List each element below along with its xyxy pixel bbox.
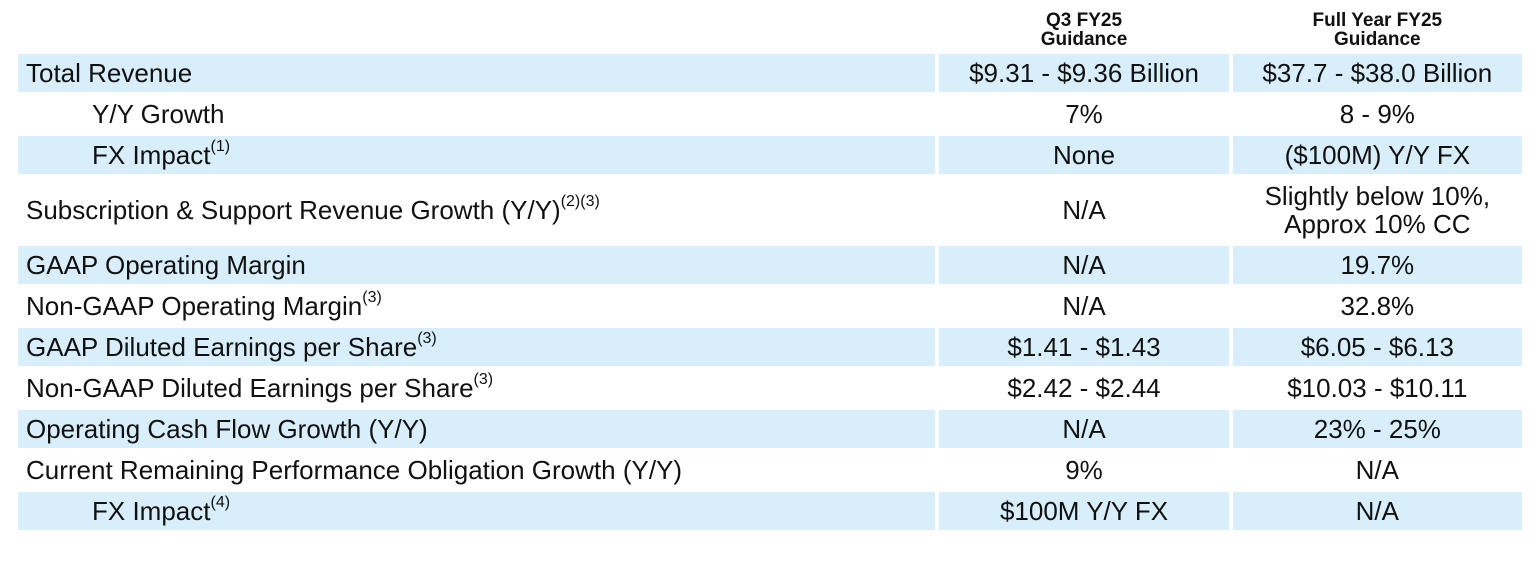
footnote-ref: (1) xyxy=(210,138,231,155)
row-label: Subscription & Support Revenue Growth (Y… xyxy=(26,195,561,225)
table-row: FX Impact(1) None ($100M) Y/Y FX xyxy=(18,136,1522,174)
value-cell: $100M Y/Y FX xyxy=(939,492,1229,530)
value-cell: 8 - 9% xyxy=(1339,99,1415,129)
row-label-cell: Current Remaining Performance Obligation… xyxy=(18,451,935,489)
value-cell: $1.41 - $1.43 xyxy=(939,328,1229,366)
value-cell: N/A xyxy=(1062,291,1106,321)
row-label: Non-GAAP Operating Margin xyxy=(26,291,363,321)
row-label-cell: Non-GAAP Operating Margin(3) xyxy=(18,287,935,325)
value-cell: $37.7 - $38.0 Billion xyxy=(1232,54,1522,92)
row-label-cell: FX Impact(4) xyxy=(18,492,936,530)
value-cell: $6.05 - $6.13 xyxy=(1232,328,1522,366)
row-label-cell: Non-GAAP Diluted Earnings per Share(3) xyxy=(18,369,935,407)
row-label: FX Impact xyxy=(92,140,211,170)
header-row: Q3 FY25 Guidance Full Year FY25 Guidance xyxy=(18,11,1522,51)
table-row: Non-GAAP Operating Margin(3) N/A 32.8% xyxy=(18,287,1522,325)
footnote-ref: (4) xyxy=(210,494,231,511)
row-label: Non-GAAP Diluted Earnings per Share xyxy=(26,373,474,403)
column-header: Q3 FY25 Guidance xyxy=(1040,10,1128,50)
row-label-cell: GAAP Diluted Earnings per Share(3) xyxy=(18,328,936,366)
row-label-cell: Y/Y Growth xyxy=(18,95,935,133)
row-label: GAAP Operating Margin xyxy=(26,250,306,280)
row-label: Operating Cash Flow Growth (Y/Y) xyxy=(26,414,428,444)
table-row: Non-GAAP Diluted Earnings per Share(3) $2… xyxy=(18,369,1522,407)
table-row: Total Revenue $9.31 - $9.36 Billion $37.7 … xyxy=(18,54,1522,92)
footnote-ref: (2)(3) xyxy=(560,193,600,210)
table-row: Y/Y Growth 7% 8 - 9% xyxy=(18,95,1522,133)
table-row: GAAP Operating Margin N/A 19.7% xyxy=(18,246,1522,284)
value-cell: N/A xyxy=(1232,492,1522,530)
value-cell: N/A xyxy=(1062,195,1106,225)
row-label-cell: Operating Cash Flow Growth (Y/Y) xyxy=(18,410,936,448)
value-cell: N/A xyxy=(1355,455,1399,485)
value-cell: ($100M) Y/Y FX xyxy=(1232,136,1522,174)
row-label-cell: Total Revenue xyxy=(18,54,936,92)
value-cell: 32.8% xyxy=(1340,291,1415,321)
footnote-ref: (3) xyxy=(362,289,382,306)
row-label: Y/Y Growth xyxy=(92,99,225,129)
value-cell: $9.31 - $9.36 Billion xyxy=(939,54,1229,92)
column-header: Full Year FY25 Guidance xyxy=(1312,10,1443,50)
value-cell: N/A xyxy=(939,246,1229,284)
row-label-cell: Subscription & Support Revenue Growth (Y… xyxy=(18,177,935,243)
value-cell: N/A xyxy=(939,410,1229,448)
value-cell: None xyxy=(939,136,1229,174)
value-cell: $2.42 - $2.44 xyxy=(1007,373,1161,403)
row-label: Current Remaining Performance Obligation… xyxy=(26,455,683,485)
footnote-ref: (3) xyxy=(473,371,494,388)
table-header: Q3 FY25 Guidance Full Year FY25 Guidance xyxy=(18,11,1522,51)
value-cell: 23% - 25% xyxy=(1232,410,1522,448)
table-row: FX Impact(4) $100M Y/Y FX N/A xyxy=(18,492,1522,530)
value-cell: Slightly below 10%, Approx 10% CC xyxy=(1264,181,1491,239)
row-label: Total Revenue xyxy=(26,58,193,88)
value-cell: 9% xyxy=(1065,455,1103,485)
row-label-cell: GAAP Operating Margin xyxy=(18,246,936,284)
row-label-cell: FX Impact(1) xyxy=(18,136,936,174)
row-label: GAAP Diluted Earnings per Share xyxy=(26,332,418,362)
table-row: Subscription & Support Revenue Growth (Y… xyxy=(18,177,1522,243)
guidance-table: Q3 FY25 Guidance Full Year FY25 Guidance… xyxy=(14,8,1526,533)
table-body: Total Revenue $9.31 - $9.36 Billion $37.7 … xyxy=(18,54,1522,530)
table-row: Operating Cash Flow Growth (Y/Y) N/A 23% -… xyxy=(18,410,1522,448)
footnote-ref: (3) xyxy=(417,330,437,347)
table-row: GAAP Diluted Earnings per Share(3) $1.41 … xyxy=(18,328,1522,366)
header-blank xyxy=(18,11,935,51)
table-row: Current Remaining Performance Obligation… xyxy=(18,451,1522,489)
value-cell: 7% xyxy=(1065,99,1103,129)
value-cell: 19.7% xyxy=(1232,246,1522,284)
value-cell: $10.03 - $10.11 xyxy=(1287,373,1468,403)
row-label: FX Impact xyxy=(92,496,211,526)
